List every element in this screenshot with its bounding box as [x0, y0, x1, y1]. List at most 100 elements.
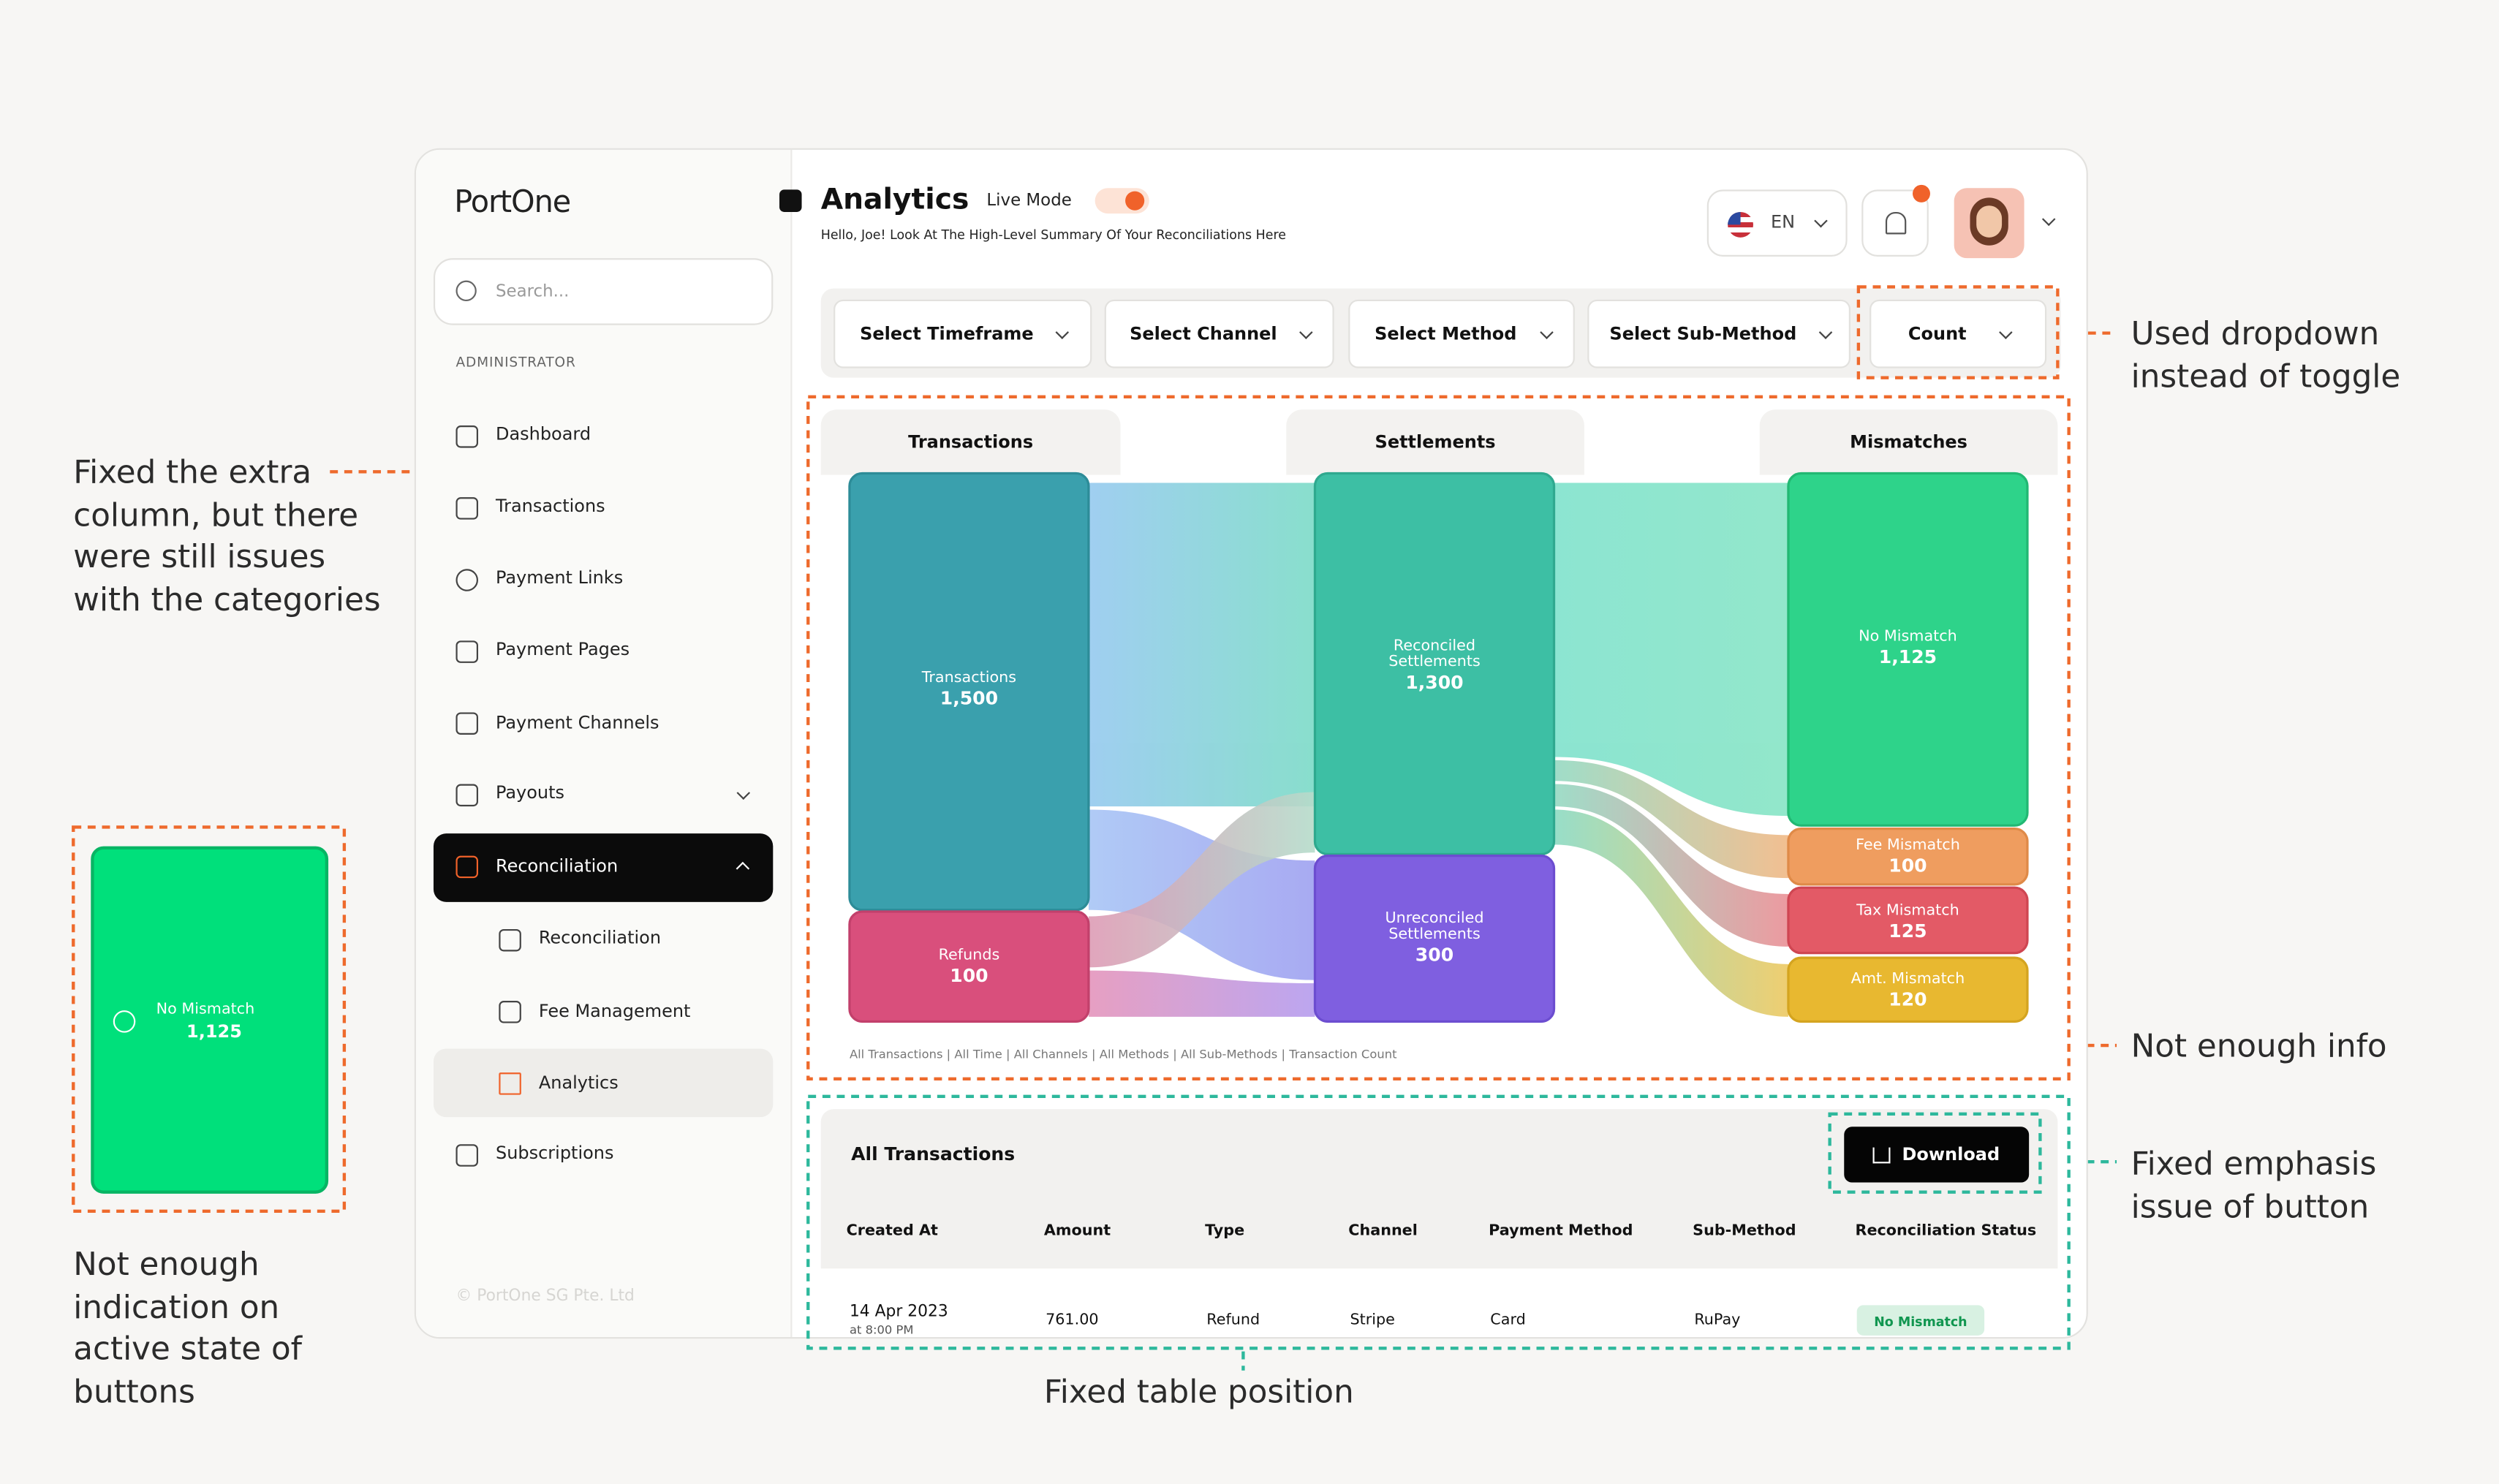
sankey-link	[1554, 482, 1788, 817]
download-button[interactable]: Download	[1844, 1127, 2030, 1183]
node-value: 100	[950, 964, 988, 987]
collapse-button[interactable]	[779, 189, 802, 212]
search-icon	[455, 280, 477, 302]
nav-icon	[455, 784, 478, 807]
nav-item[interactable]: Payment Channels	[495, 712, 659, 733]
table-column: Sub-Method	[1693, 1222, 1796, 1241]
mode-label: Live Mode	[986, 191, 1072, 211]
nav-subitem-active[interactable]: Analytics	[433, 1048, 774, 1118]
table-column-row	[820, 1200, 2058, 1269]
column-header: Mismatches	[1759, 409, 2058, 475]
table-column: Payment Method	[1489, 1222, 1633, 1241]
avatar[interactable]	[1954, 188, 2024, 259]
filter-dropdown[interactable]: Select Method	[1348, 299, 1575, 368]
table-cell: Card	[1490, 1311, 1526, 1330]
nav-label: Analytics	[538, 1072, 619, 1094]
node-value: 1,500	[940, 686, 999, 710]
nav-item[interactable]: Subscriptions	[495, 1143, 614, 1164]
annotation: Not enough info	[2131, 1026, 2387, 1065]
highlight-box	[806, 1094, 2071, 1350]
filter-label: Select Timeframe	[860, 323, 1034, 344]
nav-item-active[interactable]: Reconciliation	[433, 833, 774, 902]
nav-item[interactable]: Payouts	[495, 782, 565, 803]
flag-canton	[1728, 211, 1741, 225]
node-label: Refunds 100	[850, 947, 1089, 987]
filter-dropdown[interactable]: Select Timeframe	[833, 299, 1092, 368]
node-value: 1,125	[1878, 645, 1937, 668]
notification-button[interactable]	[1861, 189, 1929, 257]
table-title: All Transactions	[851, 1143, 1016, 1165]
search-box[interactable]: Search...	[433, 258, 774, 325]
sankey-node	[848, 910, 1090, 1023]
filter-dropdown[interactable]: Count	[1869, 299, 2047, 368]
nav-item[interactable]: Payment Links	[495, 567, 624, 588]
column-header: Transactions	[820, 409, 1121, 475]
logo: PortOne	[454, 184, 571, 220]
sankey-links	[1088, 482, 1788, 1017]
language-label: EN	[1770, 211, 1796, 233]
nav-icon	[455, 497, 478, 520]
annotation: Fixed the extra column, but there were s…	[73, 453, 381, 618]
table-cell: 761.00	[1046, 1311, 1099, 1330]
sankey-nodes	[848, 472, 2029, 1023]
sankey-link	[1554, 760, 1788, 879]
nav-icon	[455, 425, 478, 448]
live-mode-toggle[interactable]	[1095, 188, 1149, 214]
sankey-link	[1088, 792, 1315, 968]
table-column: Reconciliation Status	[1855, 1222, 2037, 1241]
node-label: Reconciled Settlements 1,300	[1371, 637, 1498, 693]
annotation: Fixed table position	[1043, 1371, 1354, 1411]
sankey-node	[1313, 472, 1556, 856]
nav-item[interactable]: Payment Pages	[495, 639, 630, 660]
footer: © PortOne SG Pte. Ltd	[455, 1287, 635, 1306]
table-cell: at 8:00 PM	[849, 1322, 914, 1338]
annotation: Fixed emphasis issue of button	[2131, 1144, 2377, 1225]
node-name: Fee Mismatch	[1856, 836, 1960, 855]
annotation: Not enough indication on active state of…	[73, 1244, 303, 1410]
search-placeholder: Search...	[495, 281, 570, 302]
sankey-footnote: All Transactions | All Time | All Channe…	[849, 1047, 1397, 1061]
node-value: 120	[1889, 988, 1927, 1011]
nav-icon	[499, 928, 521, 952]
download-icon	[1873, 1146, 1891, 1163]
nav-item[interactable]: Transactions	[495, 495, 605, 517]
node-value: 100	[1889, 854, 1927, 877]
nav-icon	[455, 712, 478, 735]
filter-label: Select Method	[1375, 323, 1517, 344]
table-column: Created At	[846, 1222, 938, 1241]
node-label: Unreconciled Settlements 300	[1371, 909, 1498, 966]
sankey-node	[1787, 472, 2029, 827]
nav-icon	[455, 855, 478, 879]
highlight-box	[1856, 285, 2060, 379]
filter-dropdown[interactable]: Select Sub-Method	[1587, 299, 1850, 368]
node-name: Amt. Mismatch	[1850, 970, 1965, 988]
column-header: Settlements	[1286, 409, 1584, 475]
sankey-node	[1787, 827, 2029, 886]
page-title: Analytics	[820, 183, 969, 217]
table-cell: RuPay	[1694, 1311, 1741, 1330]
avatar-face	[1976, 205, 2003, 238]
sankey-link	[1554, 809, 1788, 1017]
node-name: No Mismatch	[1859, 627, 1957, 646]
nav-item[interactable]: Dashboard	[495, 423, 591, 445]
notification-dot	[1913, 184, 1930, 202]
toggle-knob	[1125, 191, 1145, 211]
sankey-link	[1088, 970, 1315, 1017]
nav-subitem[interactable]: Reconciliation	[538, 927, 662, 949]
node-name: Reconciled Settlements	[1388, 637, 1481, 671]
node-name: Unreconciled Settlements	[1385, 909, 1484, 944]
table-cell: Refund	[1206, 1311, 1260, 1330]
node-name: Transactions	[921, 669, 1017, 687]
nav-subitem[interactable]: Fee Management	[538, 1001, 691, 1022]
filter-dropdown[interactable]: Select Channel	[1104, 299, 1334, 368]
callout-card: No Mismatch 1,125	[91, 846, 329, 1194]
sankey-node	[848, 472, 1090, 912]
filter-label: Count	[1908, 323, 1967, 344]
sidebar: PortOne Search... ADMINISTRATOR Dashboar…	[415, 149, 793, 1338]
nav-icon	[455, 1144, 478, 1167]
nav-icon	[455, 569, 478, 591]
language-selector[interactable]: EN	[1706, 189, 1848, 257]
sankey-node	[1313, 855, 1556, 1023]
